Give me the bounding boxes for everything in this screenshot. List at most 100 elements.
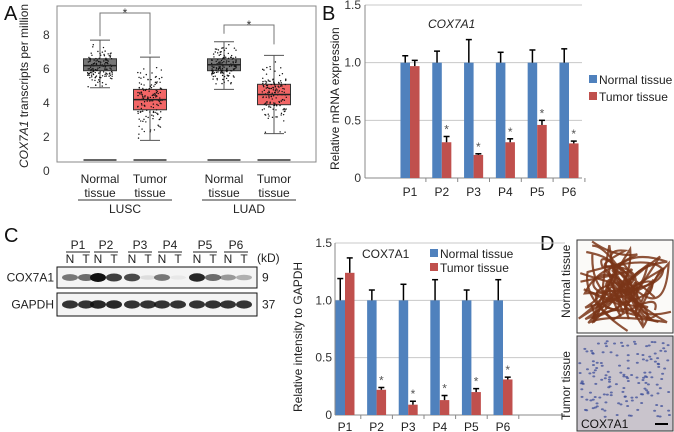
data-point	[139, 92, 141, 94]
data-point	[144, 96, 146, 98]
data-point	[152, 115, 155, 117]
kd-value: 37	[262, 298, 276, 312]
nucleus	[619, 403, 623, 406]
data-point	[89, 76, 91, 79]
patient-label: P4	[163, 238, 178, 252]
data-point	[217, 71, 219, 73]
nucleus	[607, 378, 611, 381]
data-point	[270, 87, 273, 90]
significance-star: *	[571, 127, 576, 141]
nucleus	[583, 408, 587, 411]
data-point	[220, 59, 223, 62]
nucleus	[608, 380, 612, 383]
data-point	[145, 115, 147, 118]
nucleus	[626, 359, 630, 362]
nucleus	[614, 383, 618, 386]
ihc-tumor-image	[576, 335, 674, 432]
nucleus	[596, 342, 600, 345]
legend-tumor: Tumor tissue	[440, 261, 509, 275]
data-point	[268, 115, 270, 117]
protein-band	[124, 273, 140, 282]
data-point	[150, 106, 152, 108]
data-point	[265, 104, 267, 106]
data-point	[212, 53, 215, 55]
panel-label-d: D	[540, 233, 554, 255]
data-point	[158, 118, 160, 121]
data-point	[275, 109, 277, 111]
data-point	[161, 76, 163, 79]
nucleus	[666, 359, 670, 362]
data-point	[101, 82, 104, 84]
data-point	[146, 109, 148, 112]
nucleus	[585, 350, 589, 353]
panel-b-bar-chart: Relative mRNA expression COX7A1 Normal t…	[328, 0, 673, 199]
nucleus	[635, 376, 639, 379]
data-point	[158, 125, 160, 128]
data-point	[230, 54, 233, 57]
lane-label-t: T	[240, 252, 248, 266]
data-point	[151, 100, 154, 102]
data-point	[143, 76, 145, 78]
lane-label-t: T	[82, 252, 90, 266]
data-point	[270, 83, 272, 86]
data-point	[102, 46, 105, 49]
data-point	[271, 98, 273, 100]
data-point	[152, 103, 155, 105]
data-point	[145, 121, 147, 123]
nucleus	[663, 350, 667, 353]
data-point	[105, 68, 107, 70]
nucleus	[583, 347, 587, 350]
data-point	[153, 129, 156, 131]
significance-star: *	[444, 122, 449, 136]
significance-star: *	[505, 363, 510, 377]
data-point	[217, 67, 220, 70]
kd-label: (kD)	[257, 251, 280, 265]
data-point	[269, 87, 271, 90]
data-point	[264, 80, 266, 82]
data-point	[213, 72, 216, 74]
x-tick-label: P3	[401, 420, 416, 432]
nucleus	[663, 367, 667, 370]
data-point	[228, 65, 231, 68]
data-point	[109, 72, 111, 74]
x-tick-label: P5	[464, 420, 479, 432]
nucleus	[645, 376, 649, 379]
data-point	[277, 85, 279, 87]
data-point	[157, 92, 159, 95]
data-point	[227, 80, 229, 82]
data-point	[276, 89, 278, 91]
protein-band	[205, 300, 221, 309]
protein-band	[140, 300, 156, 309]
data-point	[98, 57, 100, 60]
y-tick-label: 8	[43, 28, 50, 42]
data-point	[158, 100, 160, 102]
y-tick-label: 0.5	[344, 113, 361, 127]
bar-tumor	[471, 392, 481, 415]
data-point	[263, 86, 265, 88]
data-point	[155, 96, 157, 98]
nucleus	[621, 345, 625, 348]
nucleus	[580, 380, 584, 383]
data-point	[268, 105, 270, 107]
data-point	[105, 75, 108, 77]
data-point	[143, 101, 146, 103]
y-tick-label: 0	[325, 408, 332, 422]
data-point	[233, 65, 235, 67]
nucleus	[655, 403, 659, 406]
nucleus	[650, 341, 654, 344]
data-point	[274, 70, 276, 72]
data-point	[91, 54, 93, 56]
lane-label-n: N	[128, 252, 137, 266]
data-point	[280, 84, 282, 86]
nucleus	[605, 340, 609, 343]
data-point	[150, 78, 152, 81]
data-point	[155, 75, 157, 78]
data-point	[137, 110, 139, 113]
data-point	[234, 56, 237, 58]
data-point	[272, 108, 274, 110]
data-point	[148, 100, 151, 102]
data-point	[214, 48, 217, 50]
data-point	[268, 90, 270, 92]
data-point	[111, 77, 113, 80]
significance-star: *	[474, 375, 479, 389]
